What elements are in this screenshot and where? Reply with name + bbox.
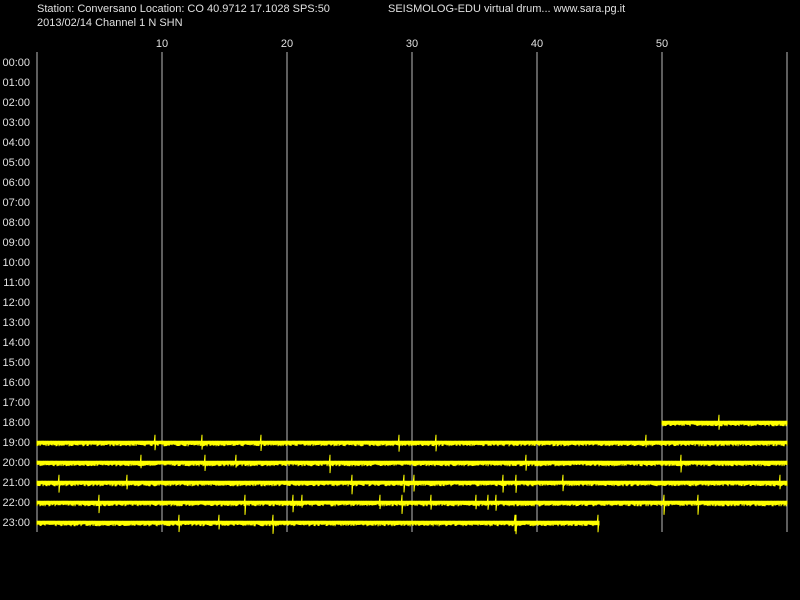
hour-label: 00:00 xyxy=(2,57,30,69)
minute-label: 50 xyxy=(656,38,668,50)
hour-label: 04:00 xyxy=(2,137,30,149)
seismic-trace xyxy=(36,474,788,495)
seismic-trace xyxy=(36,434,788,452)
hour-label: 07:00 xyxy=(2,197,30,209)
hour-label: 03:00 xyxy=(2,117,30,129)
station-info: Station: Conversano Location: CO 40.9712… xyxy=(37,3,330,15)
hour-label: 10:00 xyxy=(2,257,30,269)
hour-label: 23:00 xyxy=(2,517,30,529)
minute-label: 20 xyxy=(281,38,293,50)
hour-label: 06:00 xyxy=(2,177,30,189)
hour-label: 08:00 xyxy=(2,217,30,229)
minute-label: 10 xyxy=(156,38,168,50)
program-info: SEISMOLOG-EDU virtual drum... www.sara.p… xyxy=(388,3,625,15)
hour-label: 05:00 xyxy=(2,157,30,169)
hour-label: 22:00 xyxy=(2,497,30,509)
hour-label: 02:00 xyxy=(2,97,30,109)
hour-label: 21:00 xyxy=(2,477,30,489)
minute-label: 40 xyxy=(531,38,543,50)
hour-label: 15:00 xyxy=(2,357,30,369)
hour-label: 14:00 xyxy=(2,337,30,349)
minute-label: 30 xyxy=(406,38,418,50)
hour-label: 01:00 xyxy=(2,77,30,89)
hour-label: 19:00 xyxy=(2,437,30,449)
channel-info: 2013/02/14 Channel 1 N SHN xyxy=(37,17,183,29)
hour-label: 13:00 xyxy=(2,317,30,329)
seismic-trace xyxy=(661,414,788,430)
hour-label: 16:00 xyxy=(2,377,30,389)
seismic-trace xyxy=(36,494,788,515)
hour-label: 11:00 xyxy=(3,277,30,289)
hour-label: 09:00 xyxy=(2,237,30,249)
seismic-trace xyxy=(36,454,788,474)
hour-label: 20:00 xyxy=(2,457,30,469)
seismic-trace xyxy=(36,514,600,535)
hour-label: 12:00 xyxy=(2,297,30,309)
hour-label: 17:00 xyxy=(2,397,30,409)
hour-label: 18:00 xyxy=(2,417,30,429)
